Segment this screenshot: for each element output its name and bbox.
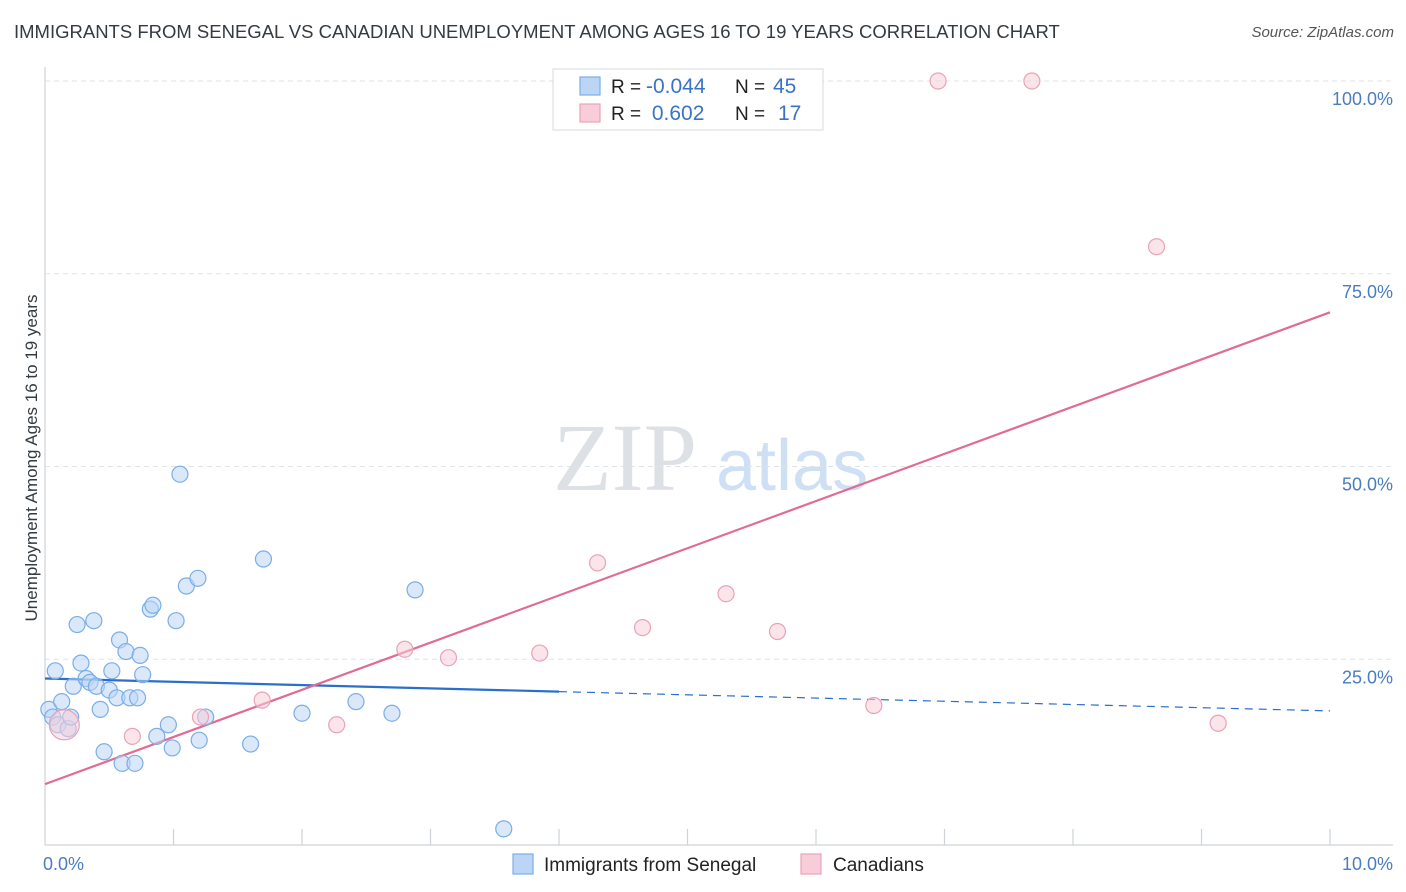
legend-r-label-0: R = [611,77,641,98]
point-canadians [531,644,549,662]
x-tick-label: 10.0% [1342,854,1393,874]
point-canadians [191,708,210,726]
legend-r-label-1: R = [611,104,641,125]
bottom-legend-swatch-senegal [512,853,534,875]
watermark-zip: ZIP [553,404,697,511]
point-senegal [242,735,260,753]
x-tick-label: 0.0% [43,854,84,874]
point-senegal [126,754,144,772]
point-canadians [1147,238,1166,256]
y-tick-label: 100.0% [1332,89,1393,109]
y-tick-label: 50.0% [1342,475,1393,495]
legend-swatch-senegal [579,76,601,96]
point-senegal [103,662,121,680]
point-senegal [495,820,513,838]
x-tick-labels: 0.0% 10.0% [43,854,1393,874]
point-senegal [144,596,162,614]
legend-n-label-0: N = [735,77,765,98]
point-senegal [134,666,152,684]
legend-bottom: Immigrants from Senegal Canadians [512,853,924,876]
point-canadians [717,585,735,603]
data-points [40,72,1227,838]
legend-n-label-1: N = [735,104,765,125]
chart-title: IMMIGRANTS FROM SENEGAL VS CANADIAN UNEM… [14,21,1060,42]
point-senegal [383,704,401,722]
point-senegal [148,727,166,745]
bottom-legend-label-senegal: Immigrants from Senegal [544,855,756,876]
point-senegal [167,612,185,630]
point-canadians [865,696,883,715]
point-senegal [91,700,109,718]
legend-r-value-1: 0.602 [646,102,704,125]
point-senegal [95,743,113,761]
point-canadians [439,649,458,667]
watermark: ZIP atlas [553,404,868,511]
gridlines [45,80,1393,660]
point-senegal [159,716,177,734]
point-canadians [768,622,787,641]
chart-source: Source: ZipAtlas.com [1251,24,1394,41]
trend-lines [44,311,1331,786]
y-axis-label: Unemployment Among Ages 16 to 19 years [22,295,41,622]
legend-swatch-canadians [579,103,601,123]
point-senegal [171,465,189,483]
point-senegal [189,569,207,587]
bottom-legend-swatch-canadians [800,853,822,875]
y-tick-label: 75.0% [1342,282,1393,302]
point-senegal [85,612,103,630]
point-canadians [633,619,652,637]
legend-n-value-1: 17 [778,102,801,125]
point-canadians [929,72,947,90]
point-senegal [64,677,82,695]
point-canadians [396,640,414,658]
trend-line-extension-0 [558,691,1331,712]
legend-n-value-0: 45 [773,75,796,98]
point-senegal [406,581,424,599]
point-senegal [190,731,208,749]
point-senegal [46,662,64,680]
trend-line-1 [44,311,1331,786]
point-canadians [48,709,80,741]
point-senegal [347,693,365,711]
point-canadians [253,691,271,709]
y-tick-labels: 25.0% 50.0% 75.0% 100.0% [1332,89,1393,687]
point-canadians [1209,714,1227,732]
point-senegal [131,646,149,664]
point-senegal [117,642,135,661]
x-tick-marks [172,829,1331,845]
point-senegal [254,550,273,568]
legend-r-value-0: -0.044 [646,75,706,98]
legend-top: R = -0.044 N = 45 R = 0.602 N = 17 [552,68,824,131]
point-canadians [328,716,346,734]
point-senegal [53,693,71,711]
trend-line-0 [44,677,560,693]
point-senegal [72,654,90,672]
bottom-legend-label-canadians: Canadians [833,855,924,876]
point-senegal [68,615,86,634]
point-canadians [588,554,607,572]
point-canadians [1023,72,1041,90]
point-canadians [123,727,141,745]
point-senegal [163,739,181,757]
point-senegal [293,704,311,722]
point-senegal [128,689,147,707]
y-tick-label: 25.0% [1342,667,1393,687]
